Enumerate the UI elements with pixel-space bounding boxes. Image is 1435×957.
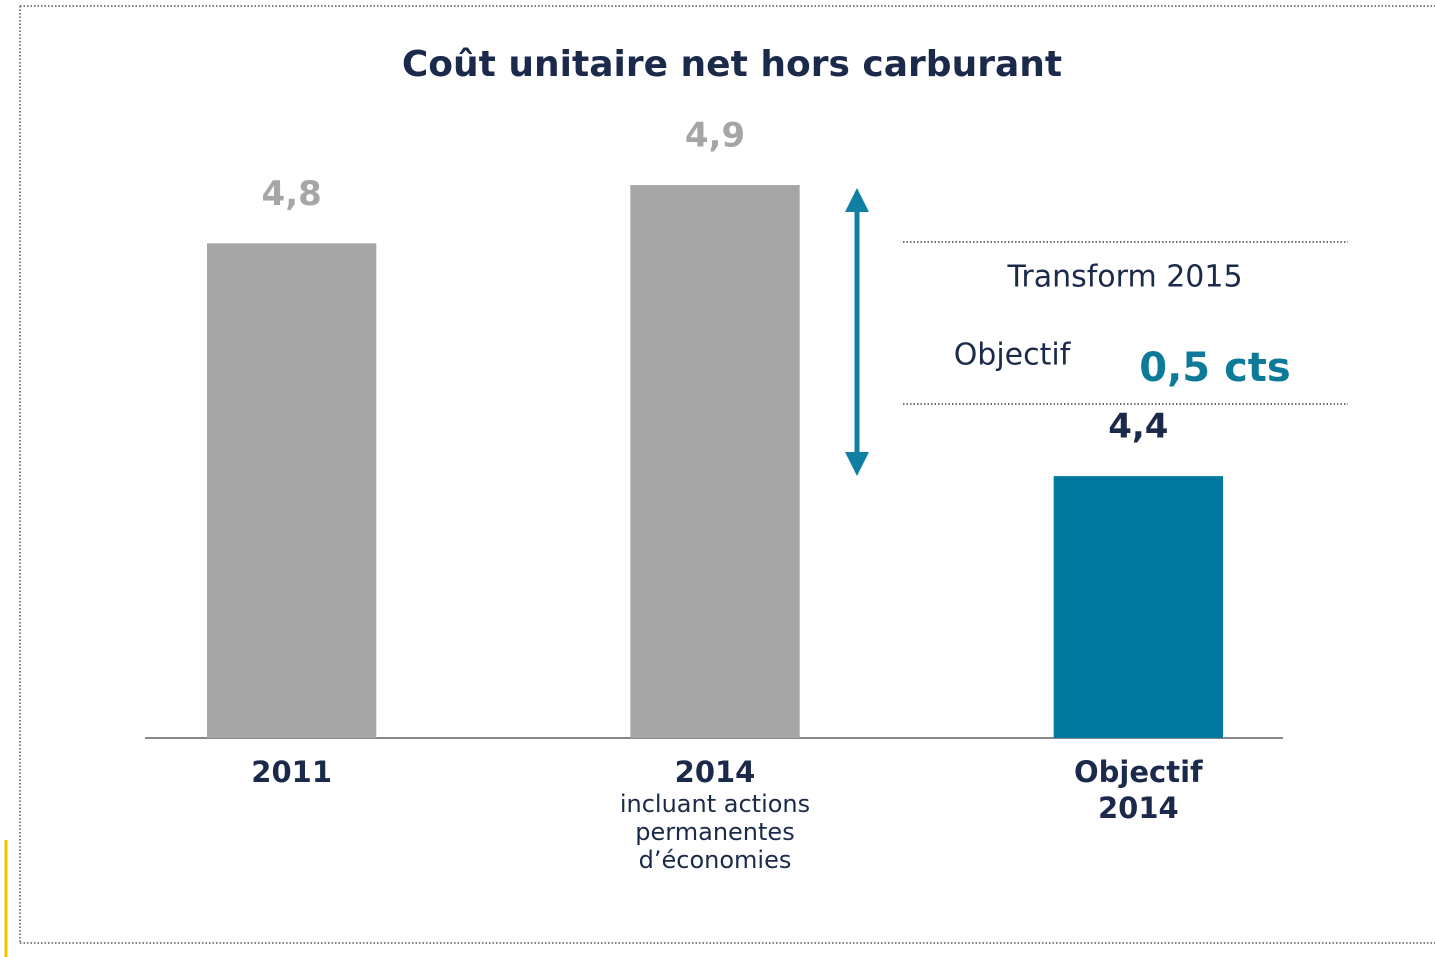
bar <box>207 243 377 739</box>
x-tick-label: 2014 <box>674 755 756 789</box>
bar <box>1053 476 1223 738</box>
value-label: 4,9 <box>685 116 745 156</box>
x-tick-label: Objectif 2014 <box>1074 755 1203 825</box>
x-tick-label-box: 2014 incluant actions permanentes d’écono… <box>595 754 835 874</box>
value-label: 4,4 <box>1108 407 1168 447</box>
chart-title: Coût unitaire net hors carburant <box>402 44 1062 85</box>
arrow-head <box>845 188 869 212</box>
annotation-title: Transform 2015 <box>1006 260 1242 295</box>
x-tick-label: 2011 <box>251 755 333 789</box>
x-tick-label-box: Objectif 2014 <box>1053 754 1223 826</box>
annotation-label: Objectif <box>954 338 1072 373</box>
x-tick-label-box: 2011 <box>207 754 377 790</box>
x-tick-note: incluant actions permanentes d’économies <box>619 790 811 874</box>
value-label: 4,8 <box>262 174 322 214</box>
arrow-head <box>845 452 869 476</box>
annotation-value: 0,5 cts <box>1139 345 1290 391</box>
bar <box>630 185 800 739</box>
